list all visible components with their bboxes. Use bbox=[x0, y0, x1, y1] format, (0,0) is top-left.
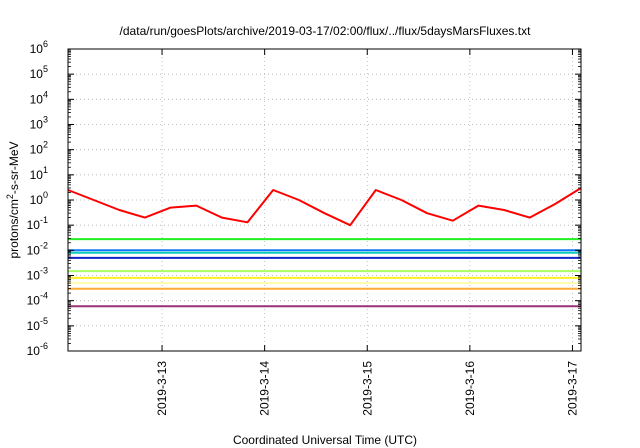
y-axis-label-sup: 2 bbox=[5, 194, 15, 199]
x-tick-label: 2019-3-13 bbox=[155, 361, 169, 416]
y-tick-label: 10-2 bbox=[27, 240, 48, 257]
y-axis-label: protons/cm2-s-sr-MeV bbox=[5, 141, 21, 258]
y-tick-label: 101 bbox=[30, 165, 48, 182]
chart-title: /data/run/goesPlots/archive/2019-03-17/0… bbox=[120, 24, 532, 38]
series-layer bbox=[67, 187, 582, 308]
x-axis-ticks: 2019-3-13 2019-3-14 2019-3-15 2019-3-16 2019… bbox=[155, 49, 579, 416]
y-tick-label: 10-6 bbox=[27, 341, 48, 358]
y-tick-label: 10-5 bbox=[27, 316, 48, 333]
y-tick-label: 100 bbox=[30, 190, 48, 207]
y-tick-label: 104 bbox=[30, 89, 48, 106]
series-line bbox=[67, 187, 582, 227]
y-tick-label: 106 bbox=[30, 39, 48, 56]
y-tick-label: 10-3 bbox=[27, 266, 48, 283]
y-tick-label: 103 bbox=[30, 115, 48, 132]
x-tick-label: 2019-3-16 bbox=[463, 361, 477, 416]
y-tick-label: 10-1 bbox=[27, 215, 48, 232]
y-tick-label: 105 bbox=[30, 64, 48, 81]
y-tick-label: 102 bbox=[30, 140, 48, 157]
y-axis-ticks: 10-6 10-5 10-4 10-3 10-2 10-1 100 101 102 103 104 1… bbox=[27, 39, 581, 358]
y-axis-label-rest: -s-sr-MeV bbox=[7, 141, 21, 194]
y-axis-label-main: protons/cm bbox=[7, 199, 21, 258]
x-axis-label: Coordinated Universal Time (UTC) bbox=[233, 433, 417, 447]
y-tick-label: 10-4 bbox=[27, 291, 48, 308]
x-tick-label: 2019-3-14 bbox=[258, 361, 272, 416]
x-tick-label: 2019-3-17 bbox=[565, 361, 579, 416]
x-tick-label: 2019-3-15 bbox=[360, 361, 374, 416]
